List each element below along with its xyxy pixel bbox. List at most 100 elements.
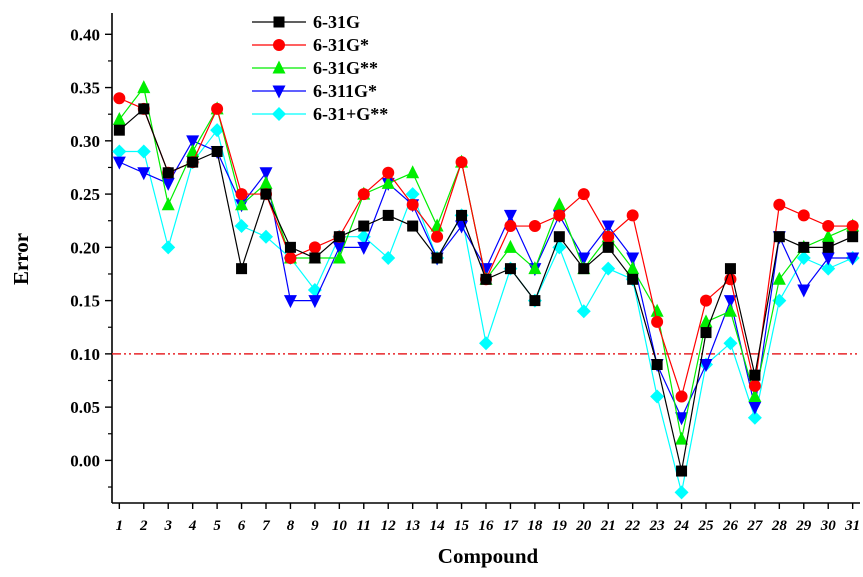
data-point xyxy=(529,295,541,307)
data-point xyxy=(430,218,444,232)
data-point xyxy=(552,240,567,255)
data-point xyxy=(699,359,713,373)
x-tick-label: 21 xyxy=(600,518,616,534)
series-6-31+G** xyxy=(112,123,860,500)
data-point xyxy=(578,263,590,275)
data-point xyxy=(748,379,761,392)
data-point xyxy=(675,431,689,445)
data-point xyxy=(674,485,689,500)
y-tick-label: 0.15 xyxy=(70,292,100,311)
data-point xyxy=(162,167,174,179)
data-point xyxy=(112,156,126,170)
data-point xyxy=(113,124,125,136)
legend-swatch-marker xyxy=(273,39,285,51)
data-point xyxy=(723,303,737,317)
series-line xyxy=(118,107,853,472)
series-layer xyxy=(112,80,860,500)
data-point xyxy=(601,261,616,276)
data-point xyxy=(651,359,663,371)
axes: 0.000.050.100.150.200.250.300.350.401 2 3 4… xyxy=(70,13,860,534)
data-point xyxy=(821,252,835,266)
x-tick-label: 20 xyxy=(575,518,592,534)
data-point xyxy=(552,197,566,211)
data-point xyxy=(700,294,712,307)
data-point xyxy=(211,102,224,115)
data-point xyxy=(675,390,688,403)
data-point xyxy=(626,209,639,222)
x-tick-label: 11 xyxy=(357,518,371,534)
legend-swatch-marker xyxy=(272,60,286,74)
x-tick-label: 8 xyxy=(287,518,295,534)
data-point xyxy=(626,252,640,266)
data-point xyxy=(675,412,689,426)
legend: 6-31G 6-31G* 6-31G** 6-311G* 6-31+G** xyxy=(252,12,388,124)
data-point xyxy=(236,263,248,275)
legend-swatch-marker xyxy=(273,16,285,28)
data-point xyxy=(138,103,150,115)
y-tick-label: 0.20 xyxy=(70,238,100,257)
data-point xyxy=(749,369,761,381)
x-tick-label: 10 xyxy=(332,518,348,534)
data-point xyxy=(846,220,859,233)
y-tick-label: 0.30 xyxy=(70,132,100,151)
data-point xyxy=(724,263,736,275)
data-point xyxy=(407,220,419,232)
data-point xyxy=(113,92,126,105)
data-point xyxy=(821,261,836,276)
data-point xyxy=(553,231,565,243)
data-point xyxy=(161,197,175,211)
data-point xyxy=(773,198,786,211)
data-point xyxy=(676,465,688,477)
data-point xyxy=(773,231,785,243)
x-tick-label: 18 xyxy=(527,518,543,534)
data-point xyxy=(626,261,640,275)
y-tick-label: 0.35 xyxy=(70,79,100,98)
x-tick-label: 19 xyxy=(552,518,568,534)
data-point xyxy=(723,295,737,309)
x-tick-label: 22 xyxy=(624,518,641,534)
data-point xyxy=(332,250,346,264)
data-point xyxy=(431,252,443,264)
series-6-311G* xyxy=(112,135,860,426)
x-tick-label: 28 xyxy=(771,518,788,534)
legend-label: 6-311G* xyxy=(313,81,377,101)
data-point xyxy=(650,303,664,317)
data-point xyxy=(431,230,444,243)
data-point xyxy=(259,175,273,189)
y-axis-title: Error xyxy=(9,233,33,285)
legend-label: 6-31G xyxy=(313,12,360,32)
data-point xyxy=(528,261,542,275)
x-tick-label: 13 xyxy=(405,518,421,534)
data-point xyxy=(406,198,419,211)
data-point xyxy=(382,209,394,221)
legend-label: 6-31G* xyxy=(313,35,369,55)
y-tick-label: 0.00 xyxy=(70,451,100,470)
x-tick-label: 6 xyxy=(238,518,246,534)
data-point xyxy=(284,252,297,264)
y-tick-label: 0.05 xyxy=(70,398,100,417)
data-point xyxy=(186,143,200,157)
y-tick-label: 0.25 xyxy=(70,185,100,204)
x-tick-label: 25 xyxy=(698,518,715,534)
data-point xyxy=(260,188,272,200)
x-tick-label: 1 xyxy=(116,518,124,534)
data-point xyxy=(137,167,151,181)
data-point xyxy=(503,239,517,253)
data-point xyxy=(650,389,665,404)
data-point xyxy=(602,230,615,243)
x-tick-label: 12 xyxy=(381,518,397,534)
legend-swatch-marker xyxy=(272,107,286,121)
data-point xyxy=(259,167,273,181)
data-point xyxy=(161,177,175,191)
x-tick-label: 2 xyxy=(139,518,148,534)
data-point xyxy=(577,188,590,201)
x-tick-label: 30 xyxy=(820,518,837,534)
data-point xyxy=(235,197,249,211)
data-point xyxy=(284,241,296,253)
series-line xyxy=(119,128,853,493)
x-tick-label: 23 xyxy=(649,518,666,534)
data-point xyxy=(504,220,517,233)
x-tick-label: 27 xyxy=(746,518,763,534)
data-point xyxy=(651,315,664,328)
